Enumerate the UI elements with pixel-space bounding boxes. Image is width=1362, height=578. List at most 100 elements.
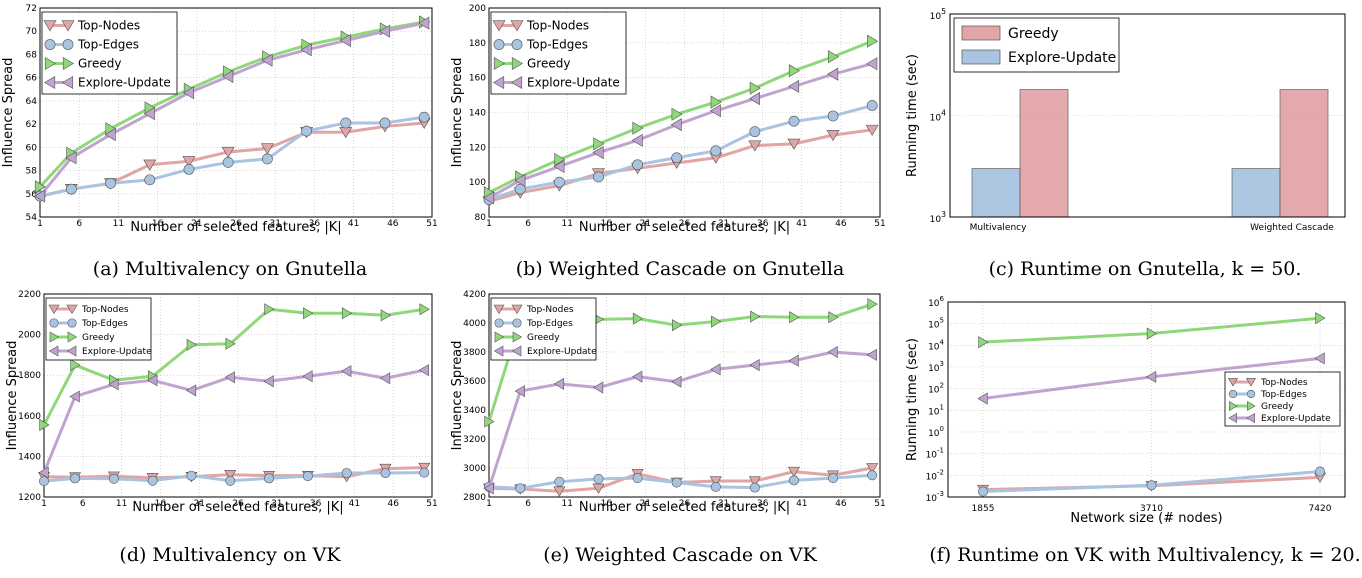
data-point: [379, 372, 391, 385]
legend: Greedy Explore-Update: [953, 17, 1120, 73]
data-point: [182, 86, 195, 100]
x-tick-label: 46: [835, 499, 847, 509]
data-point: [978, 336, 989, 349]
legend: Top-Nodes Top-Edges Greedy Explore-Update: [45, 297, 152, 361]
y-tick-label: 68: [26, 50, 38, 60]
y-tick-label-exp: 4: [941, 109, 946, 118]
data-point: [418, 364, 429, 377]
plot-frame: [488, 293, 881, 498]
data-point: [69, 390, 80, 403]
legend-marker: [49, 318, 59, 328]
x-tick-label: 36: [310, 499, 322, 509]
x-tick-label: 26: [679, 499, 691, 509]
data-point: [483, 191, 495, 205]
data-point: [632, 121, 644, 135]
data-point: [978, 486, 988, 497]
legend-marker: [44, 39, 56, 50]
x-tick-label: 46: [387, 499, 399, 509]
plot-frame: [949, 13, 1346, 218]
data-point: [1315, 466, 1325, 477]
data-point: [828, 311, 839, 324]
x-tick-label: 51: [426, 499, 437, 509]
data-point: [866, 463, 879, 474]
legend-marker: [510, 20, 524, 32]
data-point: [380, 309, 391, 322]
x-tick-label: 41: [796, 219, 807, 229]
data-point: [260, 143, 274, 155]
y-tick-label: 64: [26, 97, 38, 107]
data-point: [514, 183, 526, 195]
plot-frame: [43, 293, 433, 498]
legend-label: Top-Nodes: [526, 19, 589, 33]
data-point: [418, 16, 430, 30]
legend-entry: Explore-Update: [961, 49, 1116, 66]
y-tick-label: 4200: [463, 290, 486, 300]
y-axis-label: Running time (sec): [905, 54, 920, 177]
y-tick-label-base: 10: [928, 407, 940, 417]
data-point: [183, 163, 195, 175]
legend-marker: [494, 318, 504, 328]
data-point: [1146, 327, 1158, 340]
legend-marker: [494, 331, 505, 343]
legend-marker: [49, 331, 60, 343]
data-point: [827, 345, 838, 359]
data-point: [710, 363, 721, 376]
legend-entry: Explore-Update: [1228, 412, 1331, 424]
panel-caption: (d) Multivalency on VK: [119, 544, 341, 566]
y-tick-label: 62: [26, 120, 37, 130]
data-point: [261, 53, 273, 67]
legend-marker: [43, 20, 57, 32]
y-tick-label-exp: -1: [937, 447, 944, 455]
data-point: [749, 81, 761, 95]
y-tick-label: 10-1: [926, 447, 944, 461]
data-point: [34, 180, 46, 194]
legend-label: Top-Nodes: [1260, 378, 1308, 388]
data-point: [553, 486, 566, 497]
data-point: [224, 371, 235, 384]
legend-entry: Explore-Update: [493, 345, 597, 357]
data-point: [419, 303, 430, 316]
data-point: [827, 50, 840, 64]
y-axis-label: Influence Spread: [1, 58, 16, 168]
x-tick-label: 26: [679, 219, 691, 229]
data-point: [592, 381, 604, 394]
y-tick-label: 2000: [18, 331, 41, 341]
x-tick-label: 1: [41, 499, 47, 509]
data-point: [419, 467, 430, 478]
data-point: [483, 482, 494, 495]
data-point: [788, 354, 799, 367]
x-tick-label: 3710: [1140, 504, 1163, 514]
legend-entry: Explore-Update: [48, 345, 152, 357]
data-point: [671, 152, 683, 164]
y-tick-label: 2800: [463, 493, 486, 503]
legend-label: Top-Edges: [1260, 390, 1307, 400]
y-tick-label-base: 10: [926, 451, 938, 461]
data-point: [186, 338, 197, 351]
panel-caption: (b) Weighted Cascade on Gnutella: [516, 258, 845, 280]
legend-label: Top-Edges: [526, 38, 588, 52]
y-tick-label: 3200: [463, 435, 486, 445]
data-point: [748, 140, 762, 152]
data-point: [302, 471, 313, 482]
data-point: [866, 348, 877, 361]
legend-entry: Explore-Update: [44, 76, 171, 90]
y-tick-label: 54: [26, 213, 38, 223]
y-tick-label: 105: [930, 7, 946, 22]
x-tick-label: 21: [640, 499, 651, 509]
data-point: [826, 130, 840, 142]
legend-marker: [1228, 412, 1237, 424]
data-point: [341, 365, 352, 378]
y-tick-label: 10-2: [926, 468, 944, 482]
legend-marker: [511, 39, 523, 50]
legend-label: Greedy: [1008, 26, 1059, 42]
data-point: [225, 337, 236, 350]
y-tick-label-base: 10: [926, 472, 938, 482]
y-tick-label-exp: 5: [940, 317, 944, 325]
y-tick-label-exp: 0: [940, 425, 944, 433]
data-point: [221, 146, 235, 158]
data-point: [1315, 312, 1326, 325]
legend-label: Top-Edges: [81, 319, 128, 329]
y-tick-label: 103: [928, 360, 944, 374]
data-point: [632, 473, 643, 484]
